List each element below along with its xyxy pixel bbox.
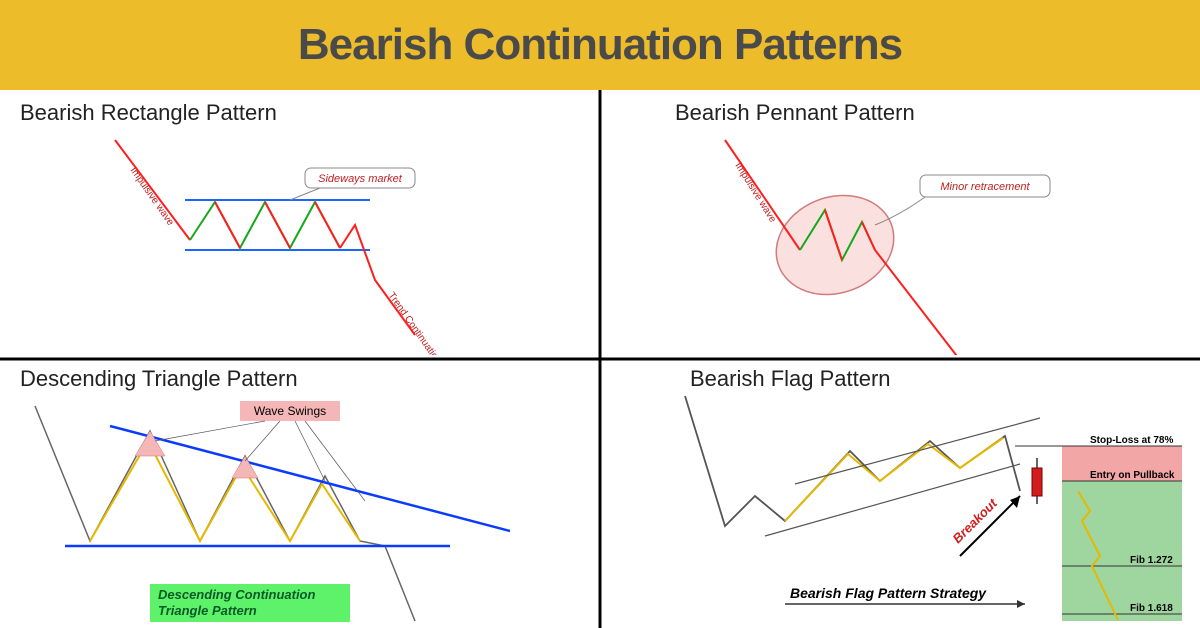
- svg-text:Trend Continuation: Trend Continuation: [386, 290, 444, 355]
- panel-title-rectangle: Bearish Rectangle Pattern: [20, 100, 580, 126]
- svg-text:Breakout: Breakout: [950, 495, 1001, 546]
- panel-title-flag: Bearish Flag Pattern: [620, 366, 1200, 392]
- svg-text:Entry on Pullback: Entry on Pullback: [1090, 470, 1175, 481]
- panel-title-triangle: Descending Triangle Pattern: [20, 366, 580, 392]
- svg-text:Impulsive wave: Impulsive wave: [128, 165, 176, 228]
- svg-text:Stop-Loss at 78%: Stop-Loss at 78%: [1090, 435, 1173, 446]
- panel-triangle: Descending Triangle Pattern Wave Swings …: [0, 356, 600, 628]
- chart-flag: Stop-Loss at 78% Entry on Pullback Fib 1…: [620, 396, 1200, 628]
- svg-text:Descending Continuation: Descending Continuation: [158, 587, 316, 602]
- panel-flag: Bearish Flag Pattern Stop-Loss at 78% En…: [600, 356, 1200, 628]
- panel-title-pennant: Bearish Pennant Pattern: [620, 100, 1200, 126]
- chart-rectangle: Impulsive wave Trend Continuation Sidewa…: [20, 130, 580, 355]
- svg-text:Wave Swings: Wave Swings: [254, 404, 326, 418]
- svg-text:Minor retracement: Minor retracement: [940, 181, 1030, 193]
- svg-text:Bearish Flag Pattern Strategy: Bearish Flag Pattern Strategy: [790, 585, 987, 601]
- chart-triangle: Wave Swings Descending Continuation Tria…: [20, 396, 580, 626]
- panel-rectangle: Bearish Rectangle Pattern Impulsive wave…: [0, 90, 600, 356]
- svg-text:Fib 1.618: Fib 1.618: [1130, 603, 1173, 614]
- page-title: Bearish Continuation Patterns: [298, 20, 902, 70]
- panel-grid: Bearish Rectangle Pattern Impulsive wave…: [0, 90, 1200, 628]
- svg-text:Sideways market: Sideways market: [318, 173, 403, 185]
- panel-pennant: Bearish Pennant Pattern Impulsive wave M…: [600, 90, 1200, 356]
- chart-pennant: Impulsive wave Minor retracement: [620, 130, 1180, 355]
- svg-text:Fib 1.272: Fib 1.272: [1130, 555, 1173, 566]
- svg-text:Triangle Pattern: Triangle Pattern: [158, 603, 257, 618]
- svg-text:Impulsive wave: Impulsive wave: [732, 161, 778, 225]
- title-banner: Bearish Continuation Patterns: [0, 0, 1200, 90]
